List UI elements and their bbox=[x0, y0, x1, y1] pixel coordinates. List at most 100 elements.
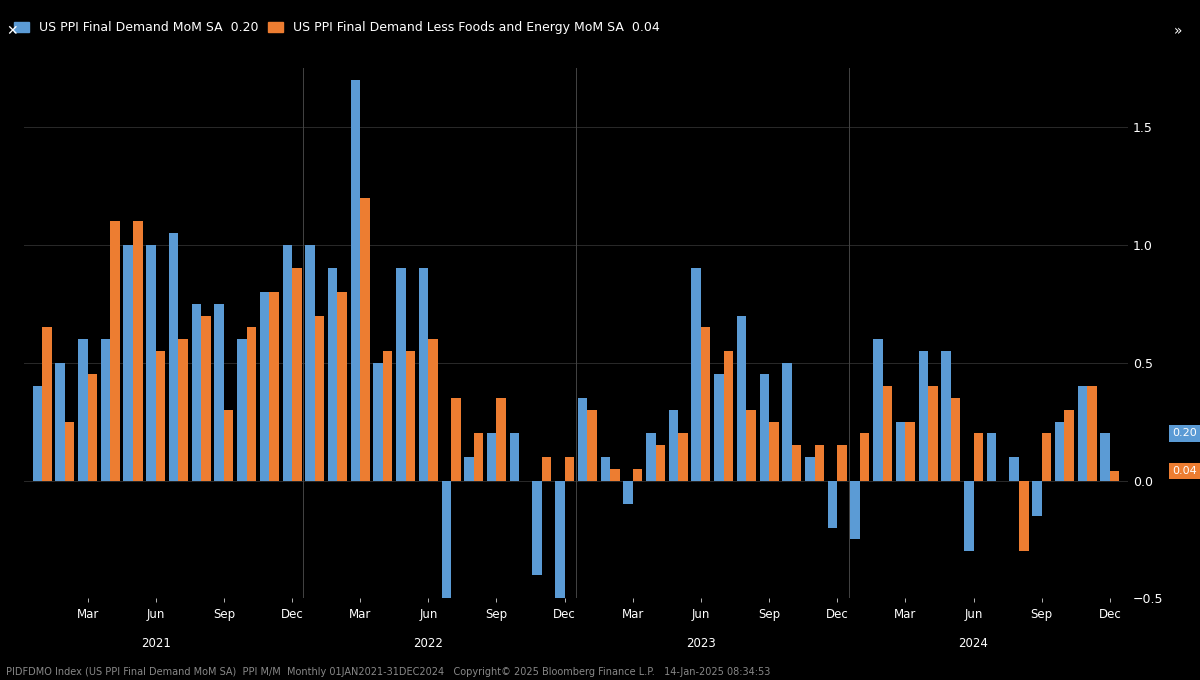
Bar bbox=[805, 457, 815, 481]
Bar bbox=[42, 327, 52, 481]
Bar bbox=[442, 481, 451, 598]
Bar bbox=[292, 269, 301, 481]
Bar bbox=[632, 469, 642, 481]
Bar bbox=[623, 481, 632, 504]
Bar bbox=[202, 316, 211, 481]
Bar bbox=[714, 375, 724, 481]
Bar bbox=[1042, 433, 1051, 481]
Bar bbox=[350, 80, 360, 481]
Bar bbox=[737, 316, 746, 481]
Bar bbox=[542, 457, 552, 481]
Bar bbox=[918, 351, 928, 481]
Text: 2021: 2021 bbox=[140, 637, 170, 650]
Text: 0.04: 0.04 bbox=[1172, 466, 1196, 476]
Bar bbox=[179, 339, 188, 481]
Bar bbox=[838, 445, 847, 481]
Bar bbox=[851, 481, 860, 539]
Bar bbox=[360, 198, 370, 481]
Bar bbox=[533, 481, 542, 575]
Bar bbox=[746, 410, 756, 481]
Bar bbox=[973, 433, 983, 481]
Bar bbox=[701, 327, 710, 481]
Bar bbox=[238, 339, 247, 481]
Bar bbox=[1055, 422, 1064, 481]
Bar bbox=[565, 457, 574, 481]
Bar bbox=[950, 398, 960, 481]
Bar bbox=[1078, 386, 1087, 481]
Bar bbox=[691, 269, 701, 481]
Text: PIDFDMO Index (US PPI Final Demand MoM SA)  PPI M/M  Monthly 01JAN2021-31DEC2024: PIDFDMO Index (US PPI Final Demand MoM S… bbox=[6, 666, 770, 677]
Bar bbox=[646, 433, 655, 481]
Bar bbox=[860, 433, 870, 481]
Text: »: » bbox=[1174, 24, 1182, 37]
Bar bbox=[815, 445, 824, 481]
Bar bbox=[224, 410, 234, 481]
Bar bbox=[928, 386, 937, 481]
Bar bbox=[474, 433, 484, 481]
Bar bbox=[497, 398, 506, 481]
Bar bbox=[451, 398, 461, 481]
Bar bbox=[305, 245, 314, 481]
Text: ✕: ✕ bbox=[6, 24, 18, 37]
Bar bbox=[396, 269, 406, 481]
Bar bbox=[282, 245, 292, 481]
Text: 2023: 2023 bbox=[686, 637, 716, 650]
Bar bbox=[769, 422, 779, 481]
Bar bbox=[1019, 481, 1028, 551]
Bar bbox=[215, 304, 224, 481]
Bar bbox=[1009, 457, 1019, 481]
Bar bbox=[428, 339, 438, 481]
Text: 2022: 2022 bbox=[414, 637, 443, 650]
Bar bbox=[610, 469, 619, 481]
Bar bbox=[110, 221, 120, 481]
Bar bbox=[337, 292, 347, 481]
Bar bbox=[1100, 433, 1110, 481]
Bar bbox=[1064, 410, 1074, 481]
Bar bbox=[587, 410, 596, 481]
Bar bbox=[986, 433, 996, 481]
Legend: US PPI Final Demand MoM SA  0.20, US PPI Final Demand Less Foods and Energy MoM : US PPI Final Demand MoM SA 0.20, US PPI … bbox=[13, 21, 660, 34]
Bar bbox=[328, 269, 337, 481]
Bar bbox=[101, 339, 110, 481]
Bar bbox=[169, 233, 179, 481]
Bar bbox=[55, 362, 65, 481]
Bar bbox=[1032, 481, 1042, 516]
Bar bbox=[792, 445, 802, 481]
Bar bbox=[578, 398, 587, 481]
Bar bbox=[124, 245, 133, 481]
Bar bbox=[259, 292, 269, 481]
Bar bbox=[896, 422, 905, 481]
Bar bbox=[1087, 386, 1097, 481]
Bar bbox=[905, 422, 914, 481]
Bar bbox=[146, 245, 156, 481]
Bar bbox=[78, 339, 88, 481]
Bar bbox=[782, 362, 792, 481]
Bar bbox=[668, 410, 678, 481]
Bar bbox=[269, 292, 278, 481]
Text: 2024: 2024 bbox=[959, 637, 989, 650]
Bar bbox=[941, 351, 950, 481]
Bar bbox=[406, 351, 415, 481]
Bar bbox=[383, 351, 392, 481]
Bar bbox=[655, 445, 665, 481]
Bar bbox=[65, 422, 74, 481]
Bar bbox=[88, 375, 97, 481]
Bar bbox=[510, 433, 520, 481]
Bar bbox=[760, 375, 769, 481]
Bar bbox=[874, 339, 883, 481]
Bar bbox=[600, 457, 610, 481]
Bar bbox=[419, 269, 428, 481]
Bar bbox=[678, 433, 688, 481]
Bar bbox=[32, 386, 42, 481]
Bar bbox=[192, 304, 202, 481]
Bar bbox=[133, 221, 143, 481]
Bar bbox=[247, 327, 256, 481]
Bar bbox=[156, 351, 166, 481]
Bar bbox=[556, 481, 565, 610]
Bar bbox=[964, 481, 973, 551]
Bar bbox=[464, 457, 474, 481]
Bar bbox=[724, 351, 733, 481]
Bar bbox=[487, 433, 497, 481]
Bar bbox=[373, 362, 383, 481]
Bar bbox=[883, 386, 893, 481]
